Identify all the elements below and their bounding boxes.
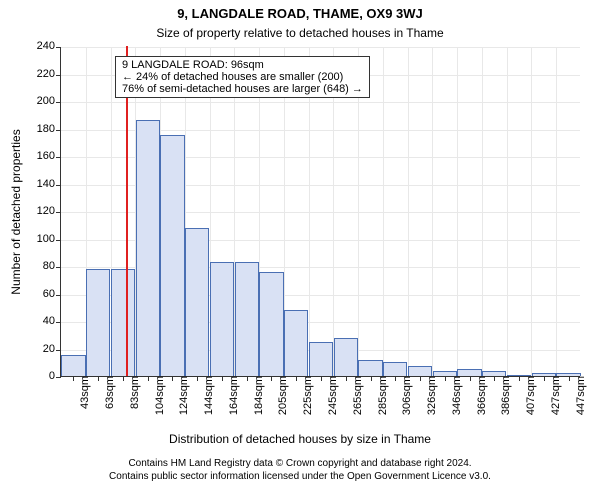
histogram-bar (235, 262, 259, 376)
grid-line-v (383, 47, 384, 376)
grid-line-v (531, 47, 532, 376)
y-tick-label: 220 (37, 68, 61, 80)
chart-title-sub: Size of property relative to detached ho… (0, 26, 600, 40)
info-line-3: 76% of semi-detached houses are larger (… (122, 83, 363, 95)
chart-container: 9, LANGDALE ROAD, THAME, OX9 3WJ Size of… (0, 0, 600, 500)
y-tick-label: 20 (43, 343, 61, 355)
x-tick-label: 43sqm (73, 376, 91, 409)
y-tick-label: 80 (43, 260, 61, 272)
x-tick-label: 265sqm (346, 376, 364, 415)
y-tick-label: 40 (43, 315, 61, 327)
histogram-bar (383, 362, 407, 376)
y-tick-label: 200 (37, 95, 61, 107)
y-tick-label: 100 (37, 233, 61, 245)
x-tick-label: 245sqm (321, 376, 339, 415)
histogram-bar (408, 366, 432, 376)
y-tick-label: 0 (49, 370, 61, 382)
histogram-bar (309, 342, 333, 376)
y-tick-label: 120 (37, 205, 61, 217)
histogram-bar (160, 135, 184, 376)
histogram-bar (259, 272, 283, 377)
histogram-bar (334, 338, 358, 377)
info-box: 9 LANGDALE ROAD: 96sqm ← 24% of detached… (115, 56, 370, 98)
grid-line-v (457, 47, 458, 376)
y-tick-label: 160 (37, 150, 61, 162)
x-tick-label: 447sqm (569, 376, 587, 415)
x-tick-label: 326sqm (420, 376, 438, 415)
x-tick-label: 407sqm (519, 376, 537, 415)
x-tick-label: 164sqm (222, 376, 240, 415)
histogram-bar (210, 262, 234, 376)
x-tick-label: 225sqm (296, 376, 314, 415)
x-tick-label: 144sqm (197, 376, 215, 415)
y-tick-label: 60 (43, 288, 61, 300)
x-tick-label: 306sqm (395, 376, 413, 415)
x-tick-label: 366sqm (470, 376, 488, 415)
info-line-1: 9 LANGDALE ROAD: 96sqm (122, 59, 363, 71)
x-tick-label: 346sqm (445, 376, 463, 415)
x-tick-label: 104sqm (148, 376, 166, 415)
histogram-bar (86, 269, 110, 376)
grid-line-h (61, 102, 580, 103)
grid-line-v (482, 47, 483, 376)
histogram-bar (358, 360, 382, 377)
grid-line-v (556, 47, 557, 376)
x-tick-label: 184sqm (247, 376, 265, 415)
y-tick-label: 140 (37, 178, 61, 190)
grid-line-v (408, 47, 409, 376)
info-line-2: ← 24% of detached houses are smaller (20… (122, 71, 363, 83)
histogram-bar (136, 120, 160, 376)
x-axis-label: Distribution of detached houses by size … (0, 432, 600, 446)
y-tick-label: 180 (37, 123, 61, 135)
x-tick-label: 63sqm (98, 376, 116, 409)
histogram-bar (111, 269, 135, 376)
histogram-bar (185, 228, 209, 377)
footer-line-2: Contains public sector information licen… (0, 470, 600, 483)
grid-line-h (61, 47, 580, 48)
chart-title-main: 9, LANGDALE ROAD, THAME, OX9 3WJ (0, 6, 600, 21)
x-tick-label: 205sqm (271, 376, 289, 415)
histogram-bar (457, 369, 481, 376)
grid-line-v (507, 47, 508, 376)
x-tick-label: 83sqm (123, 376, 141, 409)
x-tick-label: 285sqm (371, 376, 389, 415)
x-tick-label: 427sqm (544, 376, 562, 415)
y-tick-label: 240 (37, 40, 61, 52)
x-tick-label: 386sqm (494, 376, 512, 415)
footer-line-1: Contains HM Land Registry data © Crown c… (0, 457, 600, 470)
y-axis-label: Number of detached properties (9, 129, 23, 294)
footer-attribution: Contains HM Land Registry data © Crown c… (0, 457, 600, 483)
histogram-bar (284, 310, 308, 376)
histogram-bar (61, 355, 85, 376)
grid-line-v (432, 47, 433, 376)
x-tick-label: 124sqm (172, 376, 190, 415)
